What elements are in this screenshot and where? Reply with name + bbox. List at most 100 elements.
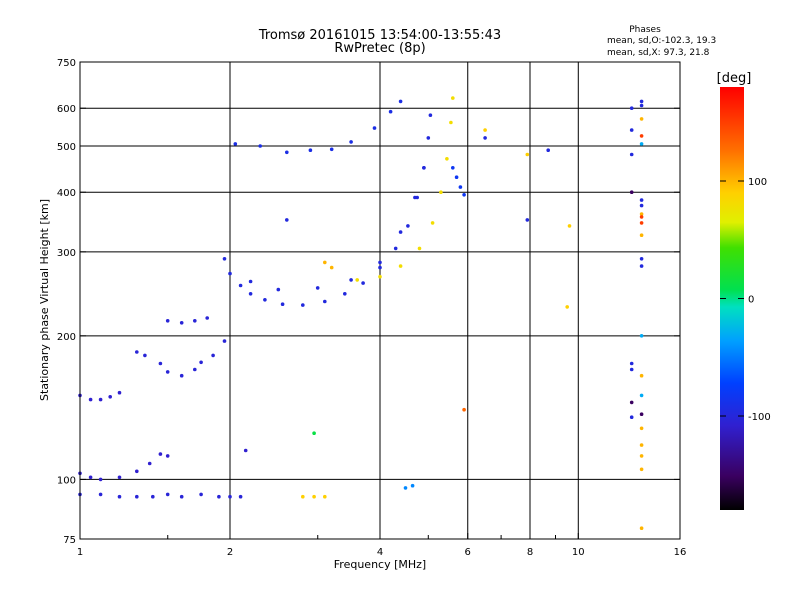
data-point: [439, 190, 443, 194]
data-point: [398, 230, 403, 234]
data-point: [98, 397, 103, 402]
data-point: [205, 316, 209, 320]
data-point: [165, 370, 170, 374]
y-tick-label: 75: [63, 535, 76, 546]
data-point: [629, 190, 634, 194]
data-point: [413, 195, 417, 200]
data-point: [449, 120, 453, 125]
data-point: [639, 198, 644, 202]
x-tick-label: 16: [674, 547, 687, 558]
data-point: [403, 486, 408, 490]
data-point: [211, 353, 215, 358]
data-point: [393, 246, 398, 251]
data-point: [445, 157, 449, 161]
data-point: [248, 292, 253, 296]
x-tick-label: 2: [227, 547, 233, 558]
y-tick-label: 750: [57, 58, 76, 69]
data-point: [248, 279, 253, 284]
data-point: [263, 298, 267, 302]
data-point: [179, 321, 184, 325]
data-point: [199, 492, 203, 497]
data-point: [451, 166, 455, 170]
data-point: [378, 274, 382, 279]
colorbar-tick-label: 0: [748, 295, 754, 306]
data-point: [483, 128, 487, 132]
colorbar-label: [deg]: [717, 71, 752, 86]
data-point: [135, 469, 139, 474]
data-point: [639, 117, 644, 121]
x-tick-label: 8: [527, 547, 533, 558]
data-point: [193, 319, 197, 323]
data-point: [179, 373, 184, 378]
data-point: [462, 193, 466, 197]
data-point: [567, 224, 572, 228]
data-point: [217, 494, 221, 499]
data-point: [422, 166, 426, 170]
data-point: [417, 246, 422, 251]
data-point: [639, 454, 644, 458]
data-point: [451, 96, 455, 100]
data-point: [406, 224, 410, 228]
data-point: [629, 400, 634, 405]
data-point: [639, 393, 644, 398]
data-point: [639, 467, 644, 472]
data-point: [165, 319, 170, 323]
data-point: [238, 283, 243, 288]
data-point: [629, 367, 634, 372]
data-point: [228, 494, 232, 499]
data-point: [135, 494, 139, 499]
data-point: [315, 286, 320, 290]
data-point: [378, 260, 382, 265]
data-point: [378, 265, 382, 270]
stats-heading: Phases: [629, 25, 661, 35]
stats-line-x: mean, sd,X: 97.3, 21.8: [607, 48, 710, 58]
data-point: [98, 492, 103, 497]
y-tick-label: 600: [57, 104, 76, 115]
data-point: [135, 350, 139, 354]
y-axis-label: Stationary phase Virtual Height [km]: [38, 199, 51, 401]
data-point: [323, 260, 327, 265]
data-point: [243, 448, 248, 453]
data-point: [165, 454, 170, 458]
data-point: [117, 390, 122, 395]
data-point: [117, 475, 122, 480]
data-point: [88, 475, 93, 480]
colorbar-tick-label: 100: [748, 177, 767, 188]
x-tick-label: 1: [77, 547, 83, 558]
data-point: [222, 339, 227, 343]
data-point: [199, 360, 203, 365]
data-point: [639, 233, 644, 237]
data-point: [629, 128, 634, 132]
data-point: [565, 305, 569, 309]
colorbar-ticks: 100 0 -100: [720, 177, 771, 423]
data-point: [629, 361, 634, 366]
data-point: [355, 278, 360, 282]
data-point: [462, 407, 466, 412]
data-point: [117, 494, 122, 499]
data-point: [639, 215, 644, 219]
data-point: [361, 281, 365, 285]
data-point: [276, 287, 281, 292]
data-point: [639, 426, 644, 431]
chart-subtitle: RwPretec (8p): [334, 41, 425, 56]
data-point: [108, 395, 112, 399]
data-point: [308, 148, 313, 152]
data-point: [639, 412, 644, 417]
y-tick-label: 200: [57, 332, 76, 343]
y-tick-label: 400: [57, 188, 76, 199]
data-point: [143, 353, 147, 358]
data-point: [323, 299, 327, 304]
x-tick-label: 10: [572, 547, 585, 558]
data-point: [430, 221, 435, 225]
data-point: [165, 492, 170, 497]
data-point: [312, 494, 316, 499]
data-point: [228, 271, 232, 276]
y-tick-label: 100: [57, 475, 76, 486]
data-point: [233, 142, 238, 146]
data-point: [639, 142, 644, 146]
data-point: [525, 152, 530, 157]
colorbar-tick-label: -100: [748, 412, 771, 423]
data-point: [179, 494, 184, 499]
data-point: [193, 367, 197, 372]
data-point: [349, 140, 353, 144]
